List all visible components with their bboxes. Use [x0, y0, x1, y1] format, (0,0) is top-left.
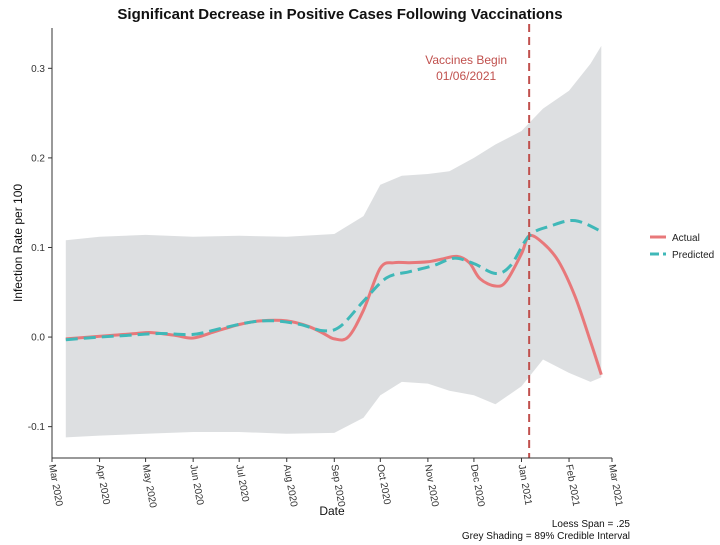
x-tick-label: Mar 2020 [46, 464, 64, 508]
y-tick-label: 0.0 [31, 333, 45, 344]
x-ticks: Mar 2020 Apr 2020 May 2020 Jun 2020 Jul 2020… [46, 458, 624, 509]
vaccine-annotation-line2: 01/06/2021 [436, 69, 496, 83]
y-ticks: -0.1 0.0 0.1 0.2 0.3 [28, 64, 52, 433]
chart-title: Significant Decrease in Positive Cases F… [117, 6, 562, 23]
x-tick-label: Jul 2020 [233, 464, 250, 504]
x-tick-label: Sep 2020 [328, 464, 346, 509]
x-tick-label: Jan 2021 [516, 464, 534, 507]
x-tick-label: Aug 2020 [281, 464, 299, 509]
legend-predicted-label: Predicted [672, 250, 714, 261]
vaccine-annotation-line1: Vaccines Begin [425, 53, 507, 67]
x-axis-label: Date [319, 504, 345, 518]
x-tick-label: May 2020 [140, 464, 159, 510]
x-tick-label: Mar 2021 [606, 464, 624, 508]
y-tick-label: -0.1 [28, 422, 46, 433]
x-tick-label: Jun 2020 [187, 464, 205, 507]
axes: -0.1 0.0 0.1 0.2 0.3 Mar 2020 Apr 2020 May 202… [28, 28, 624, 509]
y-tick-label: 0.3 [31, 64, 45, 75]
x-tick-label: Feb 2021 [563, 464, 581, 508]
credible-interval-band [65, 45, 602, 438]
plot-area: Vaccines Begin 01/06/2021 [65, 24, 603, 458]
x-tick-label: Apr 2020 [94, 464, 112, 506]
x-tick-label: Nov 2020 [422, 464, 440, 508]
caption-loess-span: Loess Span = .25 [552, 519, 631, 530]
x-tick-label: Dec 2020 [468, 464, 486, 508]
series-predicted-line [65, 218, 602, 342]
y-axis-label: Infection Rate per 100 [11, 184, 25, 302]
y-tick-label: 0.1 [31, 243, 45, 254]
y-tick-label: 0.2 [31, 153, 45, 164]
legend-actual-label: Actual [672, 233, 700, 244]
legend: Actual Predicted [650, 233, 714, 261]
caption-credible-interval: Grey Shading = 89% Credible Interval [462, 531, 630, 542]
x-tick-label: Oct 2020 [374, 464, 392, 506]
